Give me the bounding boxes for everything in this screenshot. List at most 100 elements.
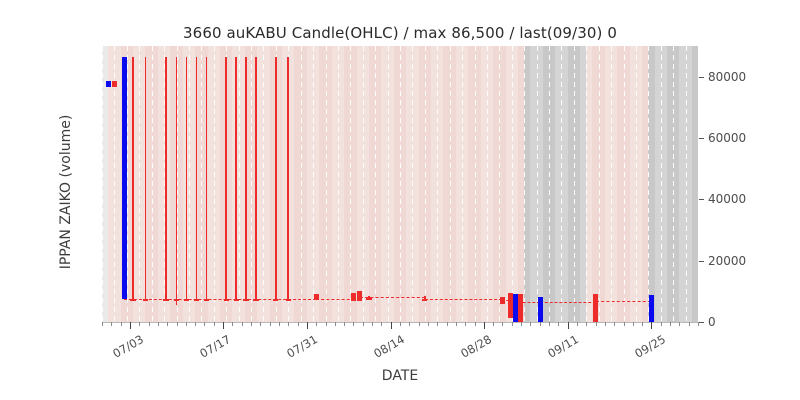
x-axis-minor-tick [521,322,523,326]
week-stripe [679,46,692,322]
candle-body [142,299,149,301]
x-axis-tick-label: 07/31 [284,332,320,361]
candle-body [366,297,372,300]
x-axis-minor-tick [493,322,495,326]
x-axis-minor-tick [604,322,606,326]
candle-wick [245,56,247,299]
candle-wick [235,56,237,299]
candle-wick [225,56,227,299]
x-axis-minor-tick [344,322,346,326]
x-axis-minor-tick [511,322,513,326]
grid-line [450,46,451,322]
y-axis-tick [699,322,704,323]
grid-line [624,46,625,322]
x-axis-major-tick [129,322,131,329]
candle-body [183,299,190,301]
x-axis-minor-tick [418,322,420,326]
x-axis-minor-tick [148,322,150,326]
x-axis-minor-tick [185,322,187,326]
candle-wick [175,56,178,306]
x-axis-minor-tick [502,322,504,326]
x-axis-minor-tick [576,322,578,326]
candle-body [357,291,363,302]
x-axis-minor-tick [204,322,206,326]
x-axis-major-tick [390,322,392,329]
close-line-segment [316,299,360,300]
grid-line [537,46,538,322]
plot-area[interactable] [102,46,698,322]
x-axis-minor-tick [176,322,178,326]
week-stripe [331,46,345,322]
x-axis-minor-tick [660,322,662,326]
close-line-segment [124,299,317,300]
week-stripe [505,46,518,322]
x-axis-tick-label: 08/28 [457,332,494,361]
grid-line [400,46,401,322]
x-axis-minor-tick [558,322,560,326]
candle-body [313,294,319,299]
week-stripe [530,46,543,322]
x-axis-major-tick [483,322,485,329]
x-axis-minor-tick [260,322,262,326]
x-axis-minor-tick [120,322,122,326]
grid-line [686,46,687,322]
candle-body [499,296,506,305]
candle-wick [185,56,188,299]
grid-line [574,46,575,322]
candle-body [223,299,229,301]
candle-wick [165,56,167,299]
x-axis-major-tick [306,322,308,329]
grid-line [586,46,587,322]
x-axis-minor-tick [111,322,113,326]
grid-line [388,46,389,322]
y-axis-tick [699,76,704,78]
shaded-band [524,46,587,322]
y-axis-tick-label: 80000 [708,69,747,84]
grid-line [326,46,327,322]
grid-line [201,46,202,322]
x-axis-minor-tick [539,322,541,326]
close-line-segment [540,302,596,304]
grid-line [363,46,364,322]
chart-title: 3660 auKABU Candle(OHLC) / max 86,500 / … [183,24,617,42]
x-axis-tick-label: 07/17 [197,332,233,361]
grid-line [661,46,662,322]
grid-line [177,46,178,322]
y-axis-tick [699,260,704,262]
grid-line [189,46,190,322]
grid-line [263,46,264,322]
candle-body [105,81,111,88]
close-line-segment [359,297,425,299]
x-axis-minor-tick [698,322,699,326]
close-line-segment [424,298,503,300]
grid-line [412,46,413,322]
candle-body [163,299,169,301]
week-stripe [381,46,394,322]
candle-body [130,299,136,301]
x-axis-major-tick [567,322,569,329]
x-axis-minor-tick [427,322,429,326]
candle-body [253,299,259,301]
x-axis-minor-tick [595,322,597,326]
x-axis-minor-tick [549,322,550,326]
x-axis-minor-tick [167,322,169,326]
x-axis-minor-tick [288,322,290,326]
grid-line [462,46,463,322]
grid-line [152,46,153,322]
candle-body [121,56,127,299]
y-axis-label: IPPAN ZAIKO (volume) [58,114,74,270]
grid-line [350,46,351,322]
grid-line [301,46,302,322]
candle-body [350,292,357,301]
candle-body [422,298,428,301]
candle-body [111,81,117,88]
x-axis-minor-tick [437,322,439,326]
grid-line [164,46,165,322]
x-axis-minor-tick [157,322,159,326]
x-axis-minor-tick [372,322,374,326]
grid-line [524,46,525,322]
candle-body [285,299,291,301]
y-axis-tick-label: 40000 [708,192,747,207]
x-axis-minor-tick [195,322,197,326]
grid-line [437,46,438,322]
